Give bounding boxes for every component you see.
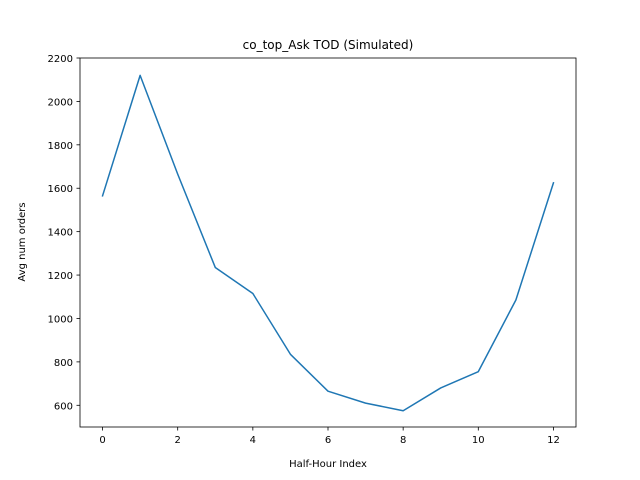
y-tick-label: 1600	[48, 184, 73, 195]
x-tick-label: 12	[547, 435, 560, 446]
plot-area: 0 2 4 6 8 10 12 600 800 1000 1200 1400 1600 1800 2000 2…	[48, 54, 577, 446]
y-tick-label: 2200	[48, 54, 73, 65]
x-tick-label: 2	[175, 435, 181, 446]
x-tick-label: 8	[400, 435, 406, 446]
y-tick-label: 600	[54, 401, 73, 412]
series-line-0	[101, 74, 555, 412]
x-tick-label: 6	[325, 435, 331, 446]
x-tick-label: 4	[250, 435, 256, 446]
y-tick-label: 1000	[48, 314, 73, 325]
x-axis-label: Half-Hour Index	[289, 459, 367, 470]
x-tick-label: 0	[99, 435, 105, 446]
y-axis-label: Avg num orders	[17, 202, 28, 281]
y-tick-label: 1200	[48, 271, 73, 282]
y-tick-label: 1800	[48, 141, 73, 152]
y-tick-label: 800	[54, 358, 73, 369]
chart-title: co_top_Ask TOD (Simulated)	[243, 38, 414, 52]
x-tick-label: 10	[472, 435, 485, 446]
y-tick-label: 2000	[48, 97, 73, 108]
y-tick-label: 1400	[48, 228, 73, 239]
